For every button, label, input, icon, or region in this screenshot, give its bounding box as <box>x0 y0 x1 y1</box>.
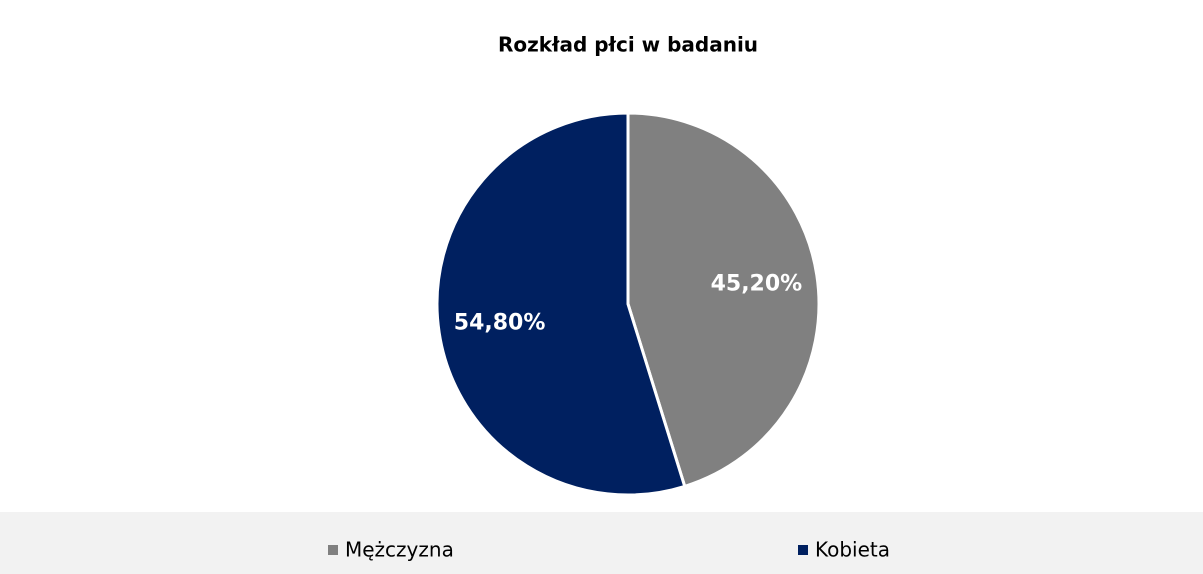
legend-label: Kobieta <box>815 538 890 562</box>
legend-label: Mężczyzna <box>345 538 454 562</box>
pie-slice <box>626 111 821 489</box>
data-label: 54,80% <box>454 311 546 336</box>
data-label: 45,20% <box>711 271 803 296</box>
chart-title: Rozkład płci w badaniu <box>498 33 758 57</box>
legend-area <box>0 512 1203 574</box>
pie-slice <box>435 111 687 497</box>
legend-swatch <box>798 545 808 555</box>
legend-swatch <box>328 545 338 555</box>
